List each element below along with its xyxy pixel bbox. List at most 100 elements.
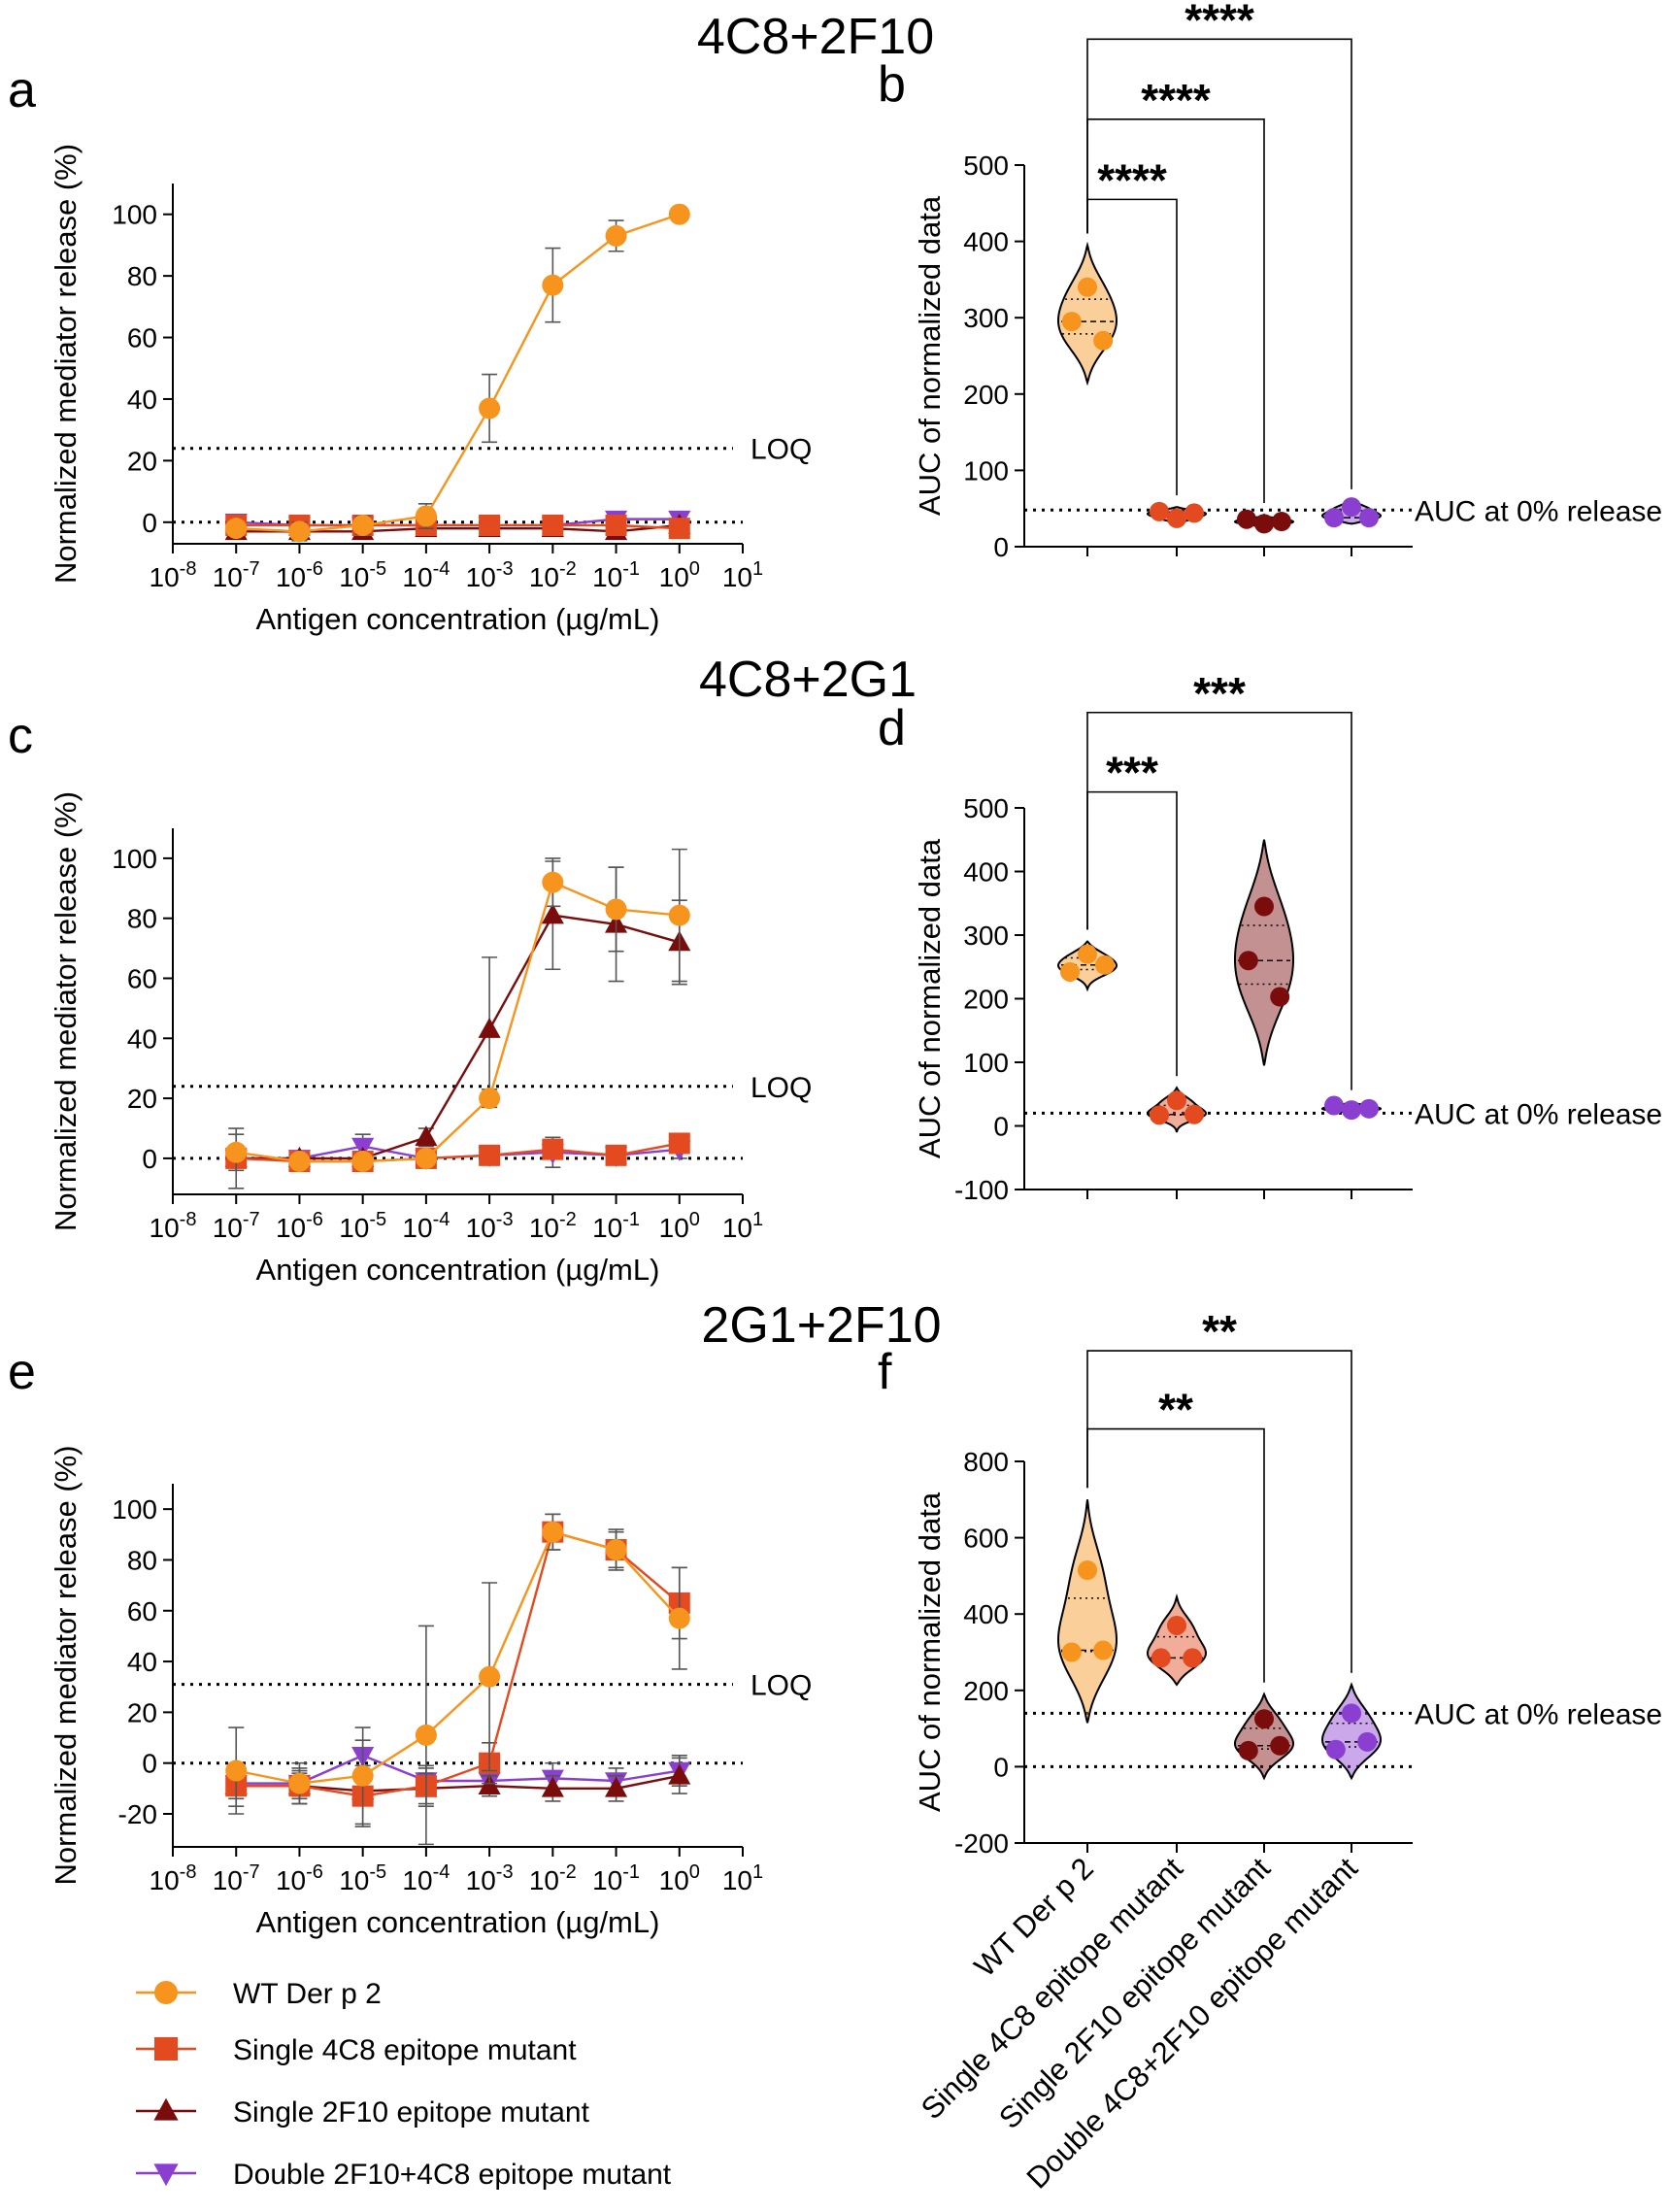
data-point [542,871,564,893]
data-point [1342,1703,1361,1724]
y-tick-label: 40 [127,385,157,415]
significance-bracket: *** [1086,668,1352,1090]
y-tick-label: 100 [112,200,157,230]
data-point [1093,330,1114,351]
data-point [1095,955,1115,975]
violin-D [1320,1682,1383,1781]
x-tick-label: 10-1 [592,558,640,592]
x-tick-label: 10-6 [276,558,323,592]
x-tick-label: 101 [722,1209,763,1243]
x-axis-label: Antigen concentration (µg/mL) [256,602,660,636]
y-tick-label: 40 [127,1023,157,1054]
legend-label: Double 2F10+4C8 epitope mutant [233,2159,672,2191]
panel-a: a 4C8+2F10 0 20 40 60 80 100 10-8 10-7 10-6 10-5 10-… [8,9,934,636]
y-tick-label: 60 [127,1596,157,1626]
data-point [479,397,501,419]
significance-label: ** [1158,1385,1193,1435]
data-point [478,1774,501,1795]
x-tick-label: 10-5 [339,1861,386,1895]
panel-label: c [8,708,33,764]
loq-label: LOQ [751,1072,812,1104]
violin-S4C8 [1146,501,1208,528]
x-tick-label: 10-2 [529,1861,577,1895]
y-tick-label: 200 [963,985,1009,1015]
data-point [605,224,627,247]
bracket-line [1086,711,1352,1090]
violin-S2F10 [1233,509,1295,534]
violin-S2F10 [1233,839,1295,1066]
data-point [479,1088,501,1110]
series-line [236,1530,681,1797]
data-point [1151,1648,1171,1668]
legend-item-D: Double 2F10+4C8 epitope mutant [136,2159,672,2191]
data-point [668,518,690,540]
y-tick-label: 20 [127,446,157,476]
violin-shape [1056,1499,1118,1724]
data-point [668,1763,691,1785]
x-tick-label: 10-3 [466,1209,514,1243]
bracket-line [1086,38,1352,489]
y-axis-label: AUC of normalized data [913,195,947,516]
panel-group-title: 2G1+2F10 [701,1297,941,1354]
y-tick-label: 200 [963,1676,1009,1706]
ref-label: AUC at 0% release [1415,1698,1662,1730]
data-point [1078,1560,1097,1581]
data-point [479,514,501,536]
panel-label: b [878,56,906,113]
data-point [225,1760,248,1782]
data-point [415,1125,438,1147]
panel-label: d [878,700,906,756]
x-tick-label: 10-2 [529,1209,577,1243]
y-axis-label: Normalized mediator release (%) [49,144,83,584]
data-point [288,520,311,543]
significance-bracket: ** [1086,1306,1352,1673]
x-axis-label: Antigen concentration (µg/mL) [256,1253,660,1287]
data-point [1272,512,1291,532]
panel-c: c 4C8+2G1 0 20 40 60 80 100 10-8 10-7 10-6 10-5 10-4… [8,652,917,1287]
data-point [1238,951,1258,971]
y-tick-label: 80 [127,904,157,934]
loq-label: LOQ [751,434,812,466]
series-WT [225,1513,690,1846]
x-tick-label: 10-6 [276,1861,323,1895]
panel-d: d -100 0 100 200 300 400 500 AUC of normalized d… [878,668,1662,1205]
y-tick-label: 60 [127,964,157,994]
y-axis-label: Normalized mediator release (%) [49,1445,83,1885]
data-point [1060,961,1080,982]
data-point [288,1151,311,1173]
significance-label: **** [1141,75,1211,125]
data-point [1324,508,1344,528]
x-tick-label: 10-5 [339,558,386,592]
x-tick-label: 101 [722,1861,763,1895]
y-tick-label: 500 [963,151,1009,181]
x-tick-label: 10-7 [213,1861,260,1895]
y-tick-label: 100 [112,1494,157,1525]
data-point [225,518,248,540]
y-axis-label: Normalized mediator release (%) [49,791,83,1231]
y-tick-label: 100 [963,1048,1009,1078]
data-point [1237,509,1256,529]
legend-label: Single 4C8 epitope mutant [233,2034,577,2066]
data-point [1359,508,1379,528]
data-point [351,1151,374,1173]
data-point [415,1147,437,1169]
data-point [1254,514,1274,534]
data-point [1254,896,1274,917]
x-tick-label: 10-1 [592,1209,640,1243]
x-tick-label: 100 [659,1209,700,1243]
y-tick-label: 40 [127,1647,157,1677]
x-tick-label: 10-3 [466,558,514,592]
legend: WT Der p 2 Single 4C8 epitope mutant Singl… [136,1978,672,2191]
y-tick-label: 0 [142,508,157,538]
series-WT [225,203,690,543]
x-tick-label: 10-2 [529,558,577,592]
violin-shape [1146,1593,1208,1687]
data-point [605,1144,627,1166]
y-tick-label: 500 [963,793,1009,823]
data-point [1093,1640,1114,1660]
panel-group-title: 4C8+2G1 [699,652,917,708]
data-point [415,1724,437,1746]
data-point [542,274,564,296]
significance-label: ** [1202,1306,1237,1357]
